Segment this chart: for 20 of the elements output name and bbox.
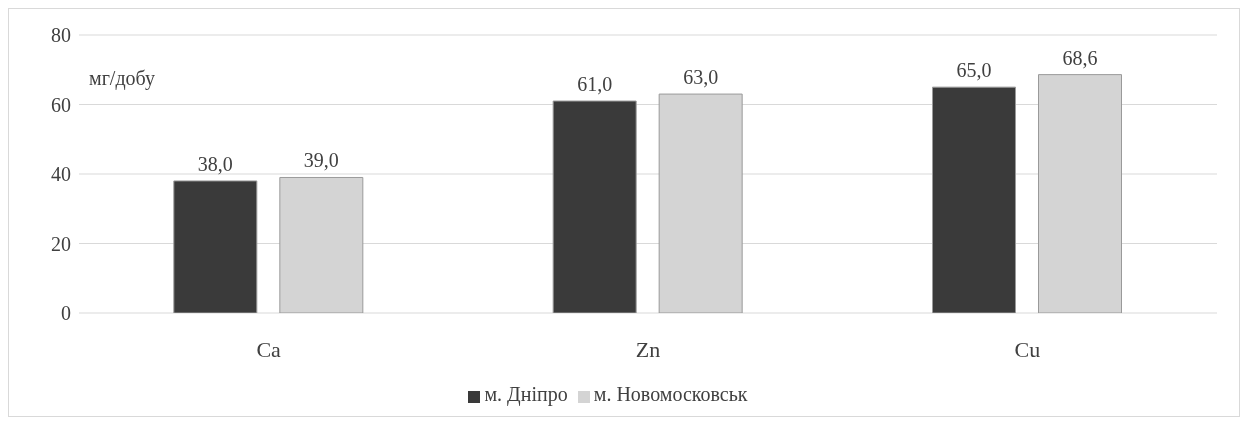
y-axis-title: мг/добу — [89, 67, 156, 90]
x-tick-label: Cu — [1014, 336, 1041, 362]
legend-label: м. Дніпро — [484, 383, 568, 405]
bar — [552, 100, 637, 313]
legend-label: м. Новомосковськ — [593, 383, 748, 405]
y-tick-label: 0 — [61, 302, 71, 325]
bar — [173, 180, 258, 313]
data-label: 63,0 — [683, 66, 719, 89]
x-tick-label: Zn — [635, 336, 661, 362]
data-label: 61,0 — [577, 73, 613, 96]
x-tick-label: Ca — [256, 336, 282, 362]
y-tick-label: 20 — [51, 232, 71, 255]
data-label: 38,0 — [197, 152, 233, 175]
data-label: 68,6 — [1062, 46, 1098, 69]
bar — [932, 86, 1016, 313]
y-tick-label: 80 — [51, 24, 71, 47]
y-tick-label: 40 — [51, 163, 71, 186]
data-label: 39,0 — [303, 149, 339, 172]
data-label: 65,0 — [956, 59, 992, 82]
y-tick-label: 60 — [51, 93, 71, 116]
